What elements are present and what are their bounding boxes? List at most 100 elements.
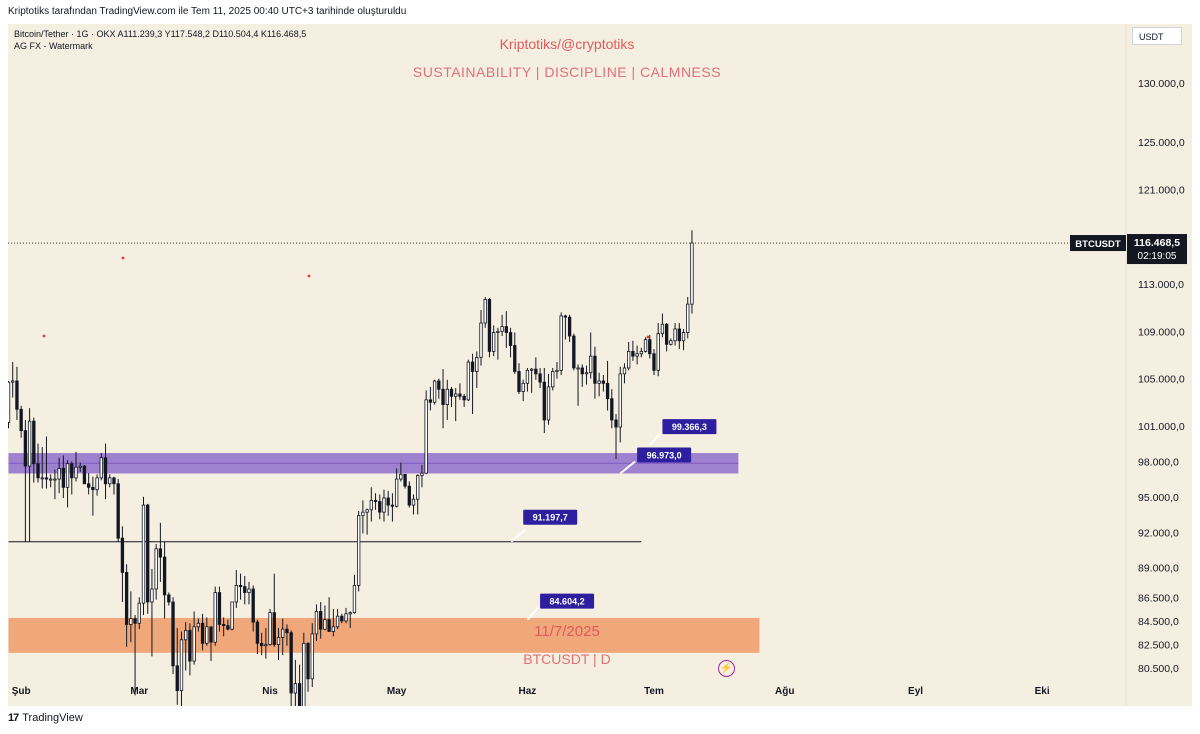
- candle: [310, 623, 314, 688]
- candle: [78, 462, 82, 472]
- candle-body: [319, 611, 323, 630]
- candle: [243, 575, 247, 605]
- candle: [255, 619, 260, 654]
- candle: [361, 500, 365, 534]
- candle: [196, 618, 201, 632]
- candle-body: [44, 477, 49, 480]
- candle-body: [285, 628, 289, 634]
- candle-body: [378, 501, 382, 513]
- candle: [428, 386, 433, 411]
- candle: [445, 379, 449, 420]
- y-tick-label: 86.500,0: [1138, 592, 1179, 604]
- candle-body: [567, 316, 572, 337]
- candle-body: [116, 483, 120, 539]
- candle-body: [605, 382, 610, 400]
- candle: [504, 311, 508, 348]
- candle-body: [492, 332, 496, 352]
- candle: [154, 544, 158, 600]
- candle-body: [32, 420, 36, 465]
- level-label-91197-pointer: [510, 528, 526, 543]
- candle-body: [276, 637, 281, 645]
- candle: [70, 461, 74, 495]
- candle-body: [340, 615, 344, 622]
- candlestick-chart[interactable]: 11/7/2025 BTCUSDT | D 91.197,7 96.973,0 99.3…: [8, 24, 1192, 706]
- candle: [306, 642, 310, 692]
- candle: [534, 357, 538, 380]
- candle: [112, 476, 116, 495]
- chart-area[interactable]: 11/7/2025 BTCUSDT | D 91.197,7 96.973,0 99.3…: [8, 24, 1192, 706]
- candle-body: [635, 353, 639, 357]
- candle-body: [217, 592, 222, 625]
- candle-body: [70, 463, 74, 479]
- candle: [251, 585, 255, 632]
- candle-body: [504, 326, 508, 333]
- candle: [36, 443, 40, 483]
- candle-body: [61, 468, 66, 488]
- candle: [449, 386, 454, 407]
- candle: [57, 457, 61, 494]
- candle: [192, 611, 196, 665]
- candle: [525, 367, 530, 392]
- candle: [673, 323, 677, 346]
- candle-body: [555, 369, 559, 372]
- candle-body: [162, 556, 167, 596]
- candle-body: [137, 602, 141, 624]
- candle: [103, 443, 108, 500]
- candle-body: [65, 463, 70, 488]
- y-tick-label: 80.500,0: [1138, 663, 1179, 675]
- candle: [331, 609, 336, 637]
- signal-dot: [646, 335, 650, 339]
- candle: [555, 362, 559, 379]
- candle-body: [660, 323, 665, 335]
- candle-body: [483, 299, 487, 324]
- candle: [297, 664, 302, 706]
- candle: [610, 389, 614, 429]
- candle: [627, 341, 631, 371]
- candle-body: [302, 642, 306, 706]
- candle: [559, 312, 563, 376]
- candle: [108, 474, 112, 488]
- candle-body: [335, 615, 340, 628]
- candle-body: [108, 477, 112, 485]
- candle: [234, 570, 238, 608]
- candle-body: [445, 388, 449, 405]
- candle: [226, 619, 230, 631]
- candle-body: [521, 382, 525, 392]
- y-tick-label: 84.500,0: [1138, 616, 1179, 628]
- candle: [593, 346, 597, 399]
- candle-body: [525, 369, 530, 384]
- candle-body: [19, 408, 23, 432]
- candle: [247, 581, 251, 605]
- y-tick-label: 121.000,0: [1138, 184, 1185, 196]
- candle: [141, 496, 146, 615]
- currency-selector[interactable]: USDT: [1132, 27, 1182, 45]
- watermark-symbol: BTCUSDT | D: [523, 651, 610, 667]
- candle: [681, 328, 686, 351]
- candle-body: [576, 367, 580, 370]
- candle-body: [411, 498, 416, 506]
- candle-body: [686, 303, 690, 333]
- candle-body: [141, 504, 146, 604]
- candle-body: [508, 332, 513, 346]
- candle-body: [158, 548, 163, 558]
- candle: [91, 476, 95, 516]
- candle-body: [234, 585, 238, 603]
- candle: [357, 510, 361, 592]
- candle: [133, 614, 137, 696]
- candle: [563, 314, 568, 340]
- candle: [517, 363, 521, 394]
- level-label-99366-pointer: [649, 432, 662, 446]
- candle: [53, 469, 57, 500]
- candle: [635, 345, 639, 365]
- candle: [11, 362, 15, 398]
- candle: [281, 618, 285, 656]
- bolt-icon[interactable]: ⚡: [718, 660, 735, 677]
- level-label-96973: 96.973,0: [647, 450, 682, 460]
- candle-body: [205, 626, 209, 644]
- candle: [44, 436, 49, 489]
- candle-body: [610, 398, 614, 421]
- candle: [686, 297, 690, 339]
- candle-body: [11, 380, 15, 383]
- candle: [648, 334, 652, 359]
- candle-body: [259, 642, 264, 647]
